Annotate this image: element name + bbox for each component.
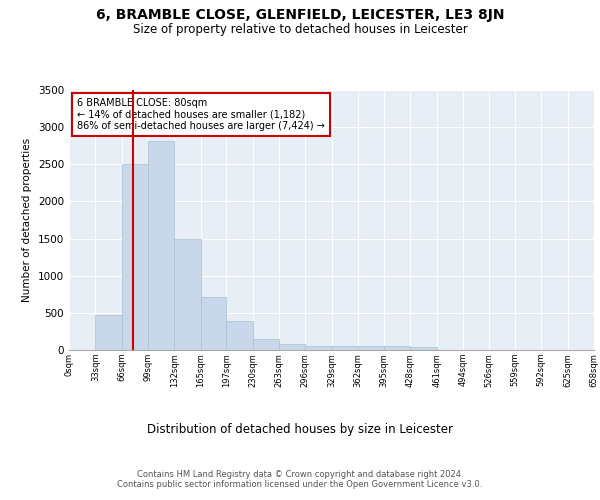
Text: 6, BRAMBLE CLOSE, GLENFIELD, LEICESTER, LE3 8JN: 6, BRAMBLE CLOSE, GLENFIELD, LEICESTER, … [96, 8, 504, 22]
Text: Distribution of detached houses by size in Leicester: Distribution of detached houses by size … [147, 422, 453, 436]
Bar [279, 344, 305, 350]
Text: Size of property relative to detached houses in Leicester: Size of property relative to detached ho… [133, 22, 467, 36]
Y-axis label: Number of detached properties: Number of detached properties [22, 138, 32, 302]
Bar [358, 346, 384, 350]
Bar [148, 140, 175, 350]
Bar [122, 164, 148, 350]
Text: Contains HM Land Registry data © Crown copyright and database right 2024.: Contains HM Land Registry data © Crown c… [137, 470, 463, 479]
Text: 6 BRAMBLE CLOSE: 80sqm
← 14% of detached houses are smaller (1,182)
86% of semi-: 6 BRAMBLE CLOSE: 80sqm ← 14% of detached… [77, 98, 325, 131]
Bar [175, 238, 200, 350]
Bar [226, 322, 253, 350]
Text: Contains public sector information licensed under the Open Government Licence v3: Contains public sector information licen… [118, 480, 482, 489]
Bar [384, 346, 410, 350]
Bar [331, 346, 358, 350]
Bar [200, 298, 226, 350]
Bar [95, 316, 122, 350]
Bar [253, 339, 279, 350]
Bar [305, 346, 331, 350]
Bar [410, 347, 437, 350]
